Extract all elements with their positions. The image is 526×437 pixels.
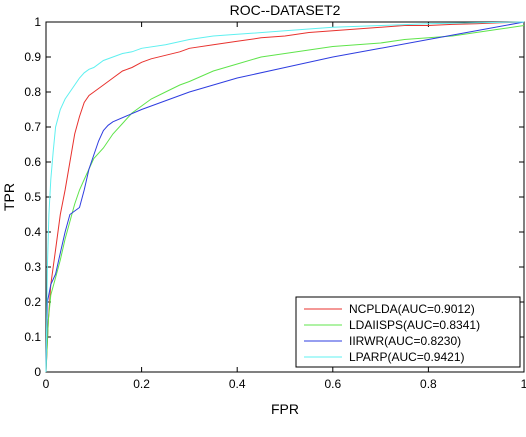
y-tick-label: 0.2	[24, 295, 41, 309]
y-tick-label: 0.3	[24, 260, 41, 274]
y-tick-label: 0.4	[24, 225, 41, 239]
y-axis-label: TPR	[1, 183, 17, 211]
x-tick-label: 0.2	[133, 377, 150, 391]
x-axis-label: FPR	[271, 401, 299, 417]
y-tick-label: 0.9	[24, 50, 41, 64]
y-tick-label: 0.7	[24, 120, 41, 134]
y-tick-label: 0.8	[24, 85, 41, 99]
x-tick-label: 1	[521, 377, 526, 391]
legend-label-1: LDAIISPS(AUC=0.8341)	[349, 318, 480, 332]
y-tick-label: 1	[34, 15, 41, 29]
x-tick-label: 0	[43, 377, 50, 391]
x-tick-label: 0.6	[324, 377, 341, 391]
y-tick-label: 0.5	[24, 190, 41, 204]
series-line-0	[45, 21, 525, 373]
x-tick-label: 0.8	[420, 377, 437, 391]
legend-label-3: LPARP(AUC=0.9421)	[349, 350, 465, 364]
series-line-1	[45, 25, 525, 373]
series-line-3	[45, 21, 525, 373]
legend: NCPLDA(AUC=0.9012) LDAIISPS(AUC=0.8341) II…	[295, 296, 521, 368]
legend-label-2: IIRWR(AUC=0.8230)	[349, 334, 461, 348]
series-line-2	[45, 21, 525, 373]
y-tick-label: 0.6	[24, 155, 41, 169]
y-tick-label: 0.1	[24, 330, 41, 344]
chart-title: ROC--DATASET2	[230, 2, 341, 18]
axis-ticks: 0 0.2 0.4 0.6 0.8 1 0 0.1 0.2 0.3 0.4 0.5 0.6 0.7 0.8 0…	[24, 15, 526, 391]
legend-label-0: NCPLDA(AUC=0.9012)	[349, 302, 475, 316]
y-tick-label: 0	[34, 365, 41, 379]
series-lines	[45, 21, 525, 373]
x-tick-label: 0.4	[229, 377, 246, 391]
